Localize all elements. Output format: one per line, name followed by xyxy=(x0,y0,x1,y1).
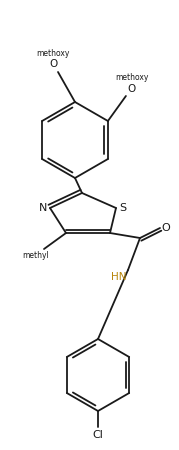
Text: methyl: methyl xyxy=(23,251,49,260)
Text: methoxy: methoxy xyxy=(115,73,149,82)
Text: methoxy: methoxy xyxy=(36,49,70,58)
Text: HN: HN xyxy=(111,272,127,282)
Text: N: N xyxy=(39,203,47,213)
Text: O: O xyxy=(128,84,136,94)
Text: S: S xyxy=(119,203,127,213)
Text: O: O xyxy=(49,59,57,69)
Text: O: O xyxy=(162,223,170,233)
Text: Cl: Cl xyxy=(93,430,103,440)
